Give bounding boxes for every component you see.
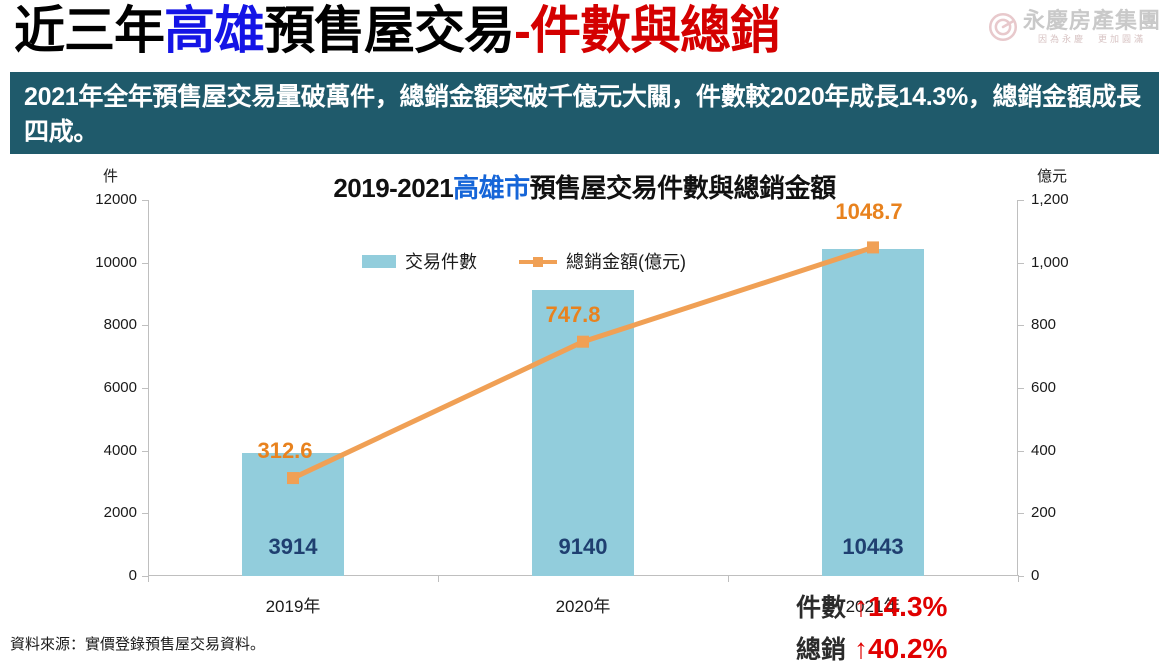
brand-text: 永慶房產集團 因為永慶 更加圓滿 [1023,10,1161,44]
callout-label: 總銷 [796,636,847,664]
y-tick-right [1018,576,1024,577]
line-marker-2021年[interactable] [867,241,879,254]
chart-legend: 交易件數 總銷金額(億元) [362,248,686,274]
legend-item-line: 總銷金額(億元) [519,248,686,274]
y-tick-label-left: 10000 [95,253,137,271]
y-tick-label-left: 4000 [103,441,137,459]
y-tick-left [142,576,148,577]
brand-logo: 永慶房產集團 因為永慶 更加圓滿 [988,10,1161,44]
page-title: 近三年高雄預售屋交易-件數與總銷 [14,0,781,63]
y-tick-right [1018,388,1024,389]
y-tick-label-right: 400 [1031,441,1057,459]
x-tick [1018,575,1019,582]
x-axis-label: 2021年 [845,597,901,616]
bar-value-label: 3914 [268,534,318,559]
y-tick-left [142,200,148,201]
line-marker-2020年[interactable] [577,335,589,348]
callout-row: 總銷 ↑40.2% [796,630,947,666]
y-tick-label-right: 1,200 [1031,191,1069,208]
y-tick-label-right: 1,000 [1031,253,1069,271]
y-tick-right [1018,450,1024,452]
y-tick-label-left: 2000 [103,504,137,522]
line-series [287,241,879,485]
y-tick-right [1018,200,1024,201]
callout-value: ↑14.3% [854,591,948,622]
x-tick [148,575,149,582]
y-tick-left [142,325,148,327]
brand-slogan: 因為永慶 更加圓滿 [1037,34,1146,44]
legend-label-bar: 交易件數 [405,252,477,272]
y-tick-left [142,388,148,389]
y-tick-label-right: 800 [1031,316,1057,334]
line-value-label: 747.8 [545,301,601,327]
x-tick [438,575,439,582]
y-tick-left [142,513,148,515]
y-axis-right-line [1017,200,1018,576]
brand-name: 永慶房產集團 [1022,8,1161,33]
y-tick-left [142,450,148,452]
growth-callouts: 件數 ↑14.3% 總銷 ↑40.2% [796,588,947,672]
page-header: 近三年高雄預售屋交易-件數與總銷 永慶房產集團 因為永慶 更加圓滿 [0,0,1169,68]
y-tick-label-left: 0 [128,567,137,584]
x-tick [728,575,729,582]
highlight-banner: 2021年全年預售屋交易量破萬件，總銷金額突破千億元大關，件數較2020年成長1… [10,72,1159,154]
line-value-label: 312.6 [257,438,313,464]
bar-value-label: 10443 [842,534,904,559]
circle-swirl-icon [988,12,1018,42]
y-tick-label-right: 200 [1031,504,1057,522]
y-axis-left-line [148,200,149,576]
page-title-segment-1: 高雄 [164,2,265,59]
y-tick-label-right: 600 [1031,379,1057,396]
y-tick-left [142,262,148,264]
legend-label-line: 總銷金額(億元) [566,252,686,272]
chart-title: 2019-2021高雄市預售屋交易件數與總銷金額 [0,168,1169,205]
chart-container: 2019-2021高雄市預售屋交易件數與總銷金額 件 億元 0 2000 4000 6… [0,158,1169,664]
legend-line-swatch-icon [519,255,557,268]
legend-item-bar: 交易件數 [362,248,477,274]
banner-text: 2021年全年預售屋交易量破萬件，總銷金額突破千億元大關，件數較2020年成長1… [24,83,1141,146]
line-marker-2019年[interactable] [287,472,299,485]
y-tick-right [1018,262,1024,264]
chart-title-prefix: 2019-2021 [333,173,454,203]
callout-label: 件數 [796,594,847,622]
x-axis-label: 2020年 [555,597,611,616]
axis-unit-right: 億元 [1037,168,1068,185]
page-title-segment-0: 近三年 [14,2,165,59]
legend-bar-swatch-icon [362,254,396,268]
bar-2021年[interactable] [822,248,924,576]
x-axis-label: 2019年 [265,597,321,616]
page-title-segment-3: -件數與總銷 [514,2,781,59]
callout-value: ↑40.2% [854,633,948,664]
page-title-segment-2: 預售屋交易 [264,2,515,59]
source-note: 資料來源：實價登錄預售屋交易資料。 [10,636,266,653]
y-tick-label-left: 12000 [95,191,137,208]
y-tick-label-left: 8000 [103,316,137,334]
axis-unit-left: 件 [103,168,119,185]
plot-area: 0 2000 4000 6000 8000 10000 12000 0 200 400 600 80… [95,192,1068,664]
y-tick-right [1018,513,1024,515]
callout-row: 件數 ↑14.3% [796,588,947,624]
y-tick-right [1018,325,1024,327]
bar-value-label: 9140 [558,534,608,559]
chart-title-suffix: 預售屋交易件數與總銷金額 [529,173,837,203]
chart-title-city: 高雄市 [453,173,530,203]
y-tick-label-left: 6000 [103,379,137,396]
y-tick-label-right: 0 [1031,567,1040,584]
line-value-label: 1048.7 [835,199,903,225]
